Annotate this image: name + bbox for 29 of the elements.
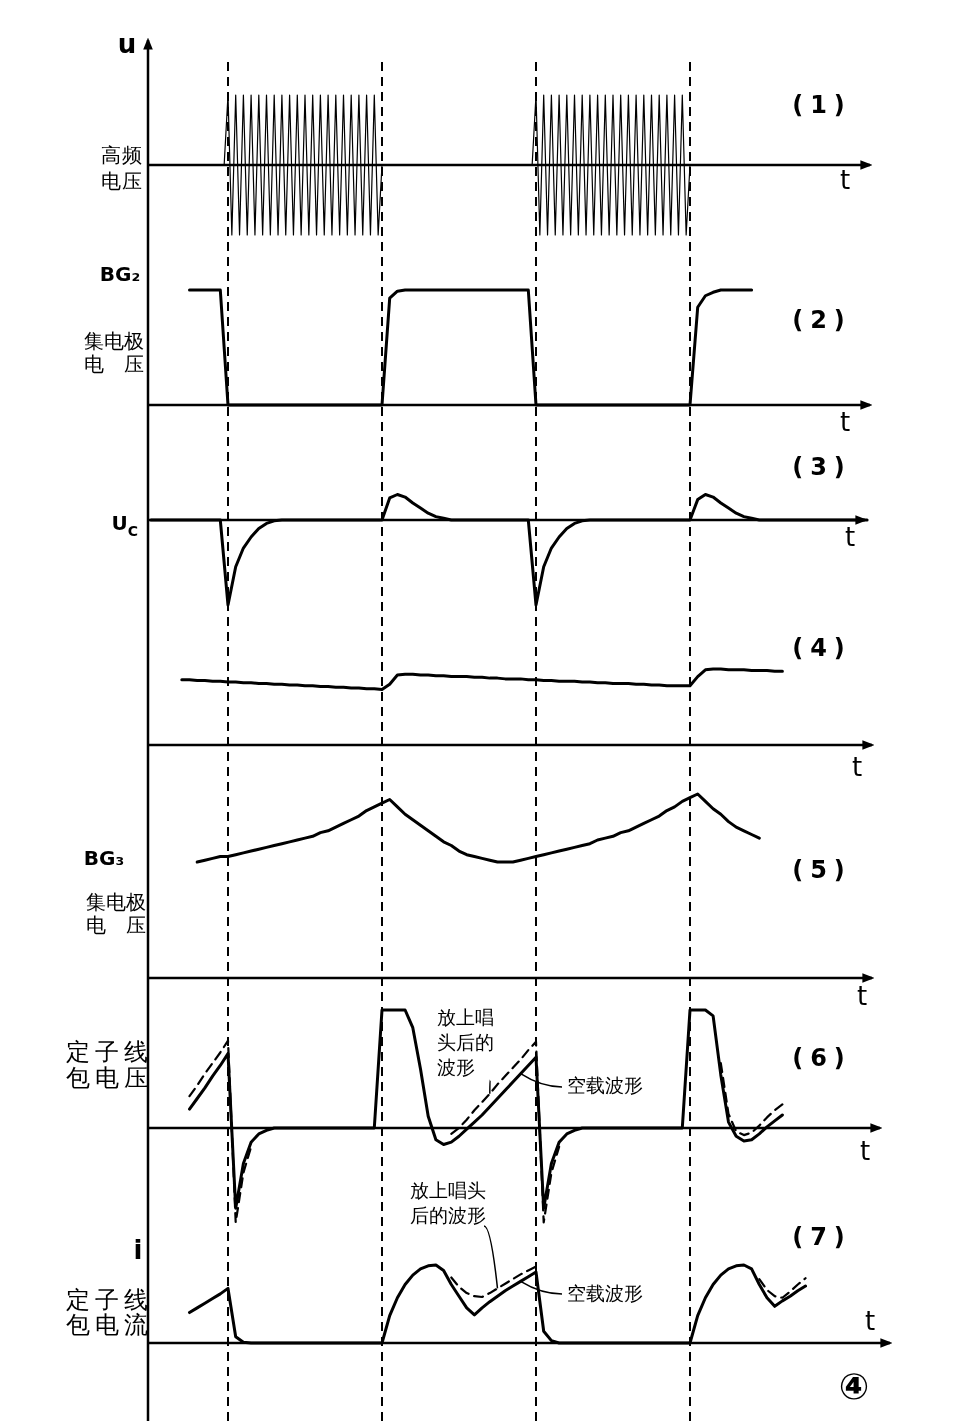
x-axis-title: t <box>839 407 851 437</box>
text: (2) <box>792 306 852 334</box>
series-label: 放上唱头后的波形 <box>437 1006 494 1078</box>
x-axis-title: t <box>864 1306 876 1336</box>
x-axis-title: t <box>844 522 856 552</box>
y-axis-title: 集电极电压 <box>86 890 146 937</box>
chart-title: (7) <box>792 1223 852 1251</box>
x-axis-title: t <box>839 165 851 195</box>
text: 放上唱头后的波形 <box>410 1179 486 1226</box>
legend-label: 空载波形 <box>567 1282 643 1304</box>
y-axis-title: 集电极电压 <box>84 329 144 376</box>
y-axis-title: U$_{C}$ <box>111 511 138 539</box>
text: i <box>133 1235 143 1265</box>
x-axis-title: t <box>859 1136 871 1166</box>
text: (5) <box>792 856 852 884</box>
x-axis-title: t <box>851 752 863 782</box>
y-axis-title: 定子线包电流 <box>65 1286 148 1339</box>
text: (6) <box>792 1044 852 1072</box>
y-axis-title: 定子线包电压 <box>65 1038 148 1092</box>
text: BG₂ <box>99 262 141 286</box>
text: BG₃ <box>83 846 125 870</box>
text: ④ <box>838 1365 870 1407</box>
x-axis-title: t <box>856 981 868 1011</box>
legend-label: 空载波形 <box>567 1074 643 1096</box>
y-axis-title: 高频电压 <box>100 143 142 193</box>
chart-title: (3) <box>792 453 852 481</box>
text: u <box>117 29 137 59</box>
chart-title: (1) <box>792 91 852 119</box>
chart-title: (4) <box>792 634 852 662</box>
